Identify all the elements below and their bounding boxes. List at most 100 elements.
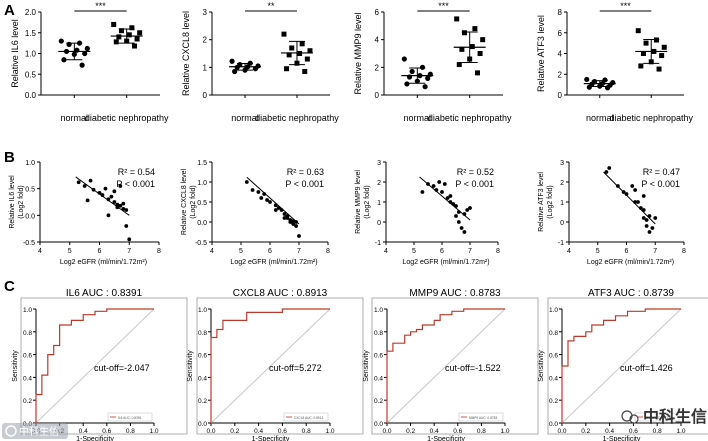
y-tick-label: 6 [375,8,380,17]
x-tick-label: 0.4 [79,428,88,435]
data-point [113,39,119,45]
data-point [624,192,629,196]
data-point [112,200,117,204]
y-tick-label: 0.0 [549,421,558,428]
x-tick-label: 0.2 [581,428,590,435]
y-tick-label: 2.0 [25,8,37,17]
data-point [630,184,635,188]
roc-C3: MMP9 AUC : 0.8783 0.00.0 0.2 0.2 0.4 0.4 0.6 0.… [363,288,539,441]
panel-label-c: C [4,278,15,295]
y-tick-label: 2 [203,36,208,45]
y-axis-label: Relative ATF3 level [536,15,546,92]
data-point [121,201,126,206]
data-point [425,75,431,81]
data-point [604,170,609,174]
y-tick-label: 1 [203,63,208,72]
legend-box [634,412,680,422]
data-point [420,190,425,194]
r-squared-label: R² = 0.63 [287,167,324,177]
data-point [127,237,132,242]
data-point [112,189,117,194]
data-point [82,50,88,57]
y-tick-label: 0.5 [25,187,35,194]
y-tick-label: 1.0 [549,307,558,314]
y-tick-label: -0.5 [195,240,207,247]
p-value-label: P < 0.001 [285,179,324,189]
y-tick-label: 1.0 [198,307,207,314]
r-squared-label: R² = 0.52 [457,167,494,177]
x-tick-label: 1.0 [676,428,685,435]
y-axis-label: Relative CXCL8 level (Log2 fold) [181,168,197,235]
data-point [304,56,310,62]
x-tick-label: 0.8 [653,428,662,435]
data-point [76,180,81,185]
data-point [232,68,238,75]
roc-curve [386,308,505,423]
wechat-bubble-icon-small [629,414,639,424]
data-point [477,51,483,56]
data-point [265,198,269,202]
y-tick-label: 1.5 [25,29,37,38]
y-tick-label: -1 [375,240,381,247]
data-point [636,200,640,204]
x-axis-label: Log2 eGFR (ml/min/1.72m²) [402,259,489,266]
roc-title: CXCL8 AUC : 0.8913 [233,288,328,299]
x-tick-label: 7 [653,248,657,255]
x-category-label: diabetic nephropathy [428,113,512,123]
cutoff-annotation: cut-off=-2.047 [94,363,150,373]
data-point [109,194,114,199]
data-point [137,30,143,36]
data-point [256,190,261,194]
data-point [461,30,467,36]
data-point [635,28,641,34]
data-point [445,196,450,200]
data-point [633,188,638,192]
p-value-label: P < 0.001 [455,179,494,189]
x-tick-label: 0.4 [605,428,614,435]
reference-diagonal [210,308,331,424]
data-point [586,84,592,90]
x-tick-label: 0.6 [102,428,111,435]
x-tick-label: 8 [326,248,330,255]
data-point [422,84,428,90]
x-axis-label: Log2 eGFR (ml/min/1.72m²) [230,259,317,266]
data-point [419,64,426,70]
y-tick-label: 0.4 [198,375,207,382]
data-point [440,190,444,194]
y-tick-label: 3 [377,160,381,167]
y-tick-label: 3 [203,8,208,17]
y-axis-label: Sensitivity [363,350,370,382]
p-value-label: P < 0.001 [116,179,155,189]
x-axis-label: 1-Specificity [76,436,114,441]
y-tick-label: 0.6 [374,353,383,360]
data-point [66,41,72,47]
data-point [116,34,122,40]
data-point [281,31,287,37]
data-point [252,66,259,72]
y-axis-label: Relative CXCL8 level [181,11,191,96]
data-point [229,58,235,64]
data-point [282,216,287,220]
data-point [268,200,272,204]
regression-line [419,176,471,221]
r-squared-label: R² = 0.47 [643,167,680,177]
data-point [454,214,458,218]
x-category-label: diabetic nephropathy [255,113,339,123]
roc-curve [561,308,681,423]
data-point [643,40,649,46]
y-tick-label: 4 [558,50,563,59]
y-tick-label: 1.0 [25,50,37,59]
y-axis-label: Sensitivity [12,350,19,382]
y-tick-label: 1.0 [25,160,35,167]
y-tick-label: -1 [558,240,564,247]
watermark-right: 中科生信 [621,407,707,426]
legend-box [107,412,153,422]
y-tick-label: 0 [558,91,563,100]
data-point [289,45,295,51]
x-category-label: normal [586,113,614,123]
x-category-label: normal [404,113,432,123]
y-tick-label: 0 [560,220,564,227]
p-value-label: P < 0.001 [641,179,680,189]
